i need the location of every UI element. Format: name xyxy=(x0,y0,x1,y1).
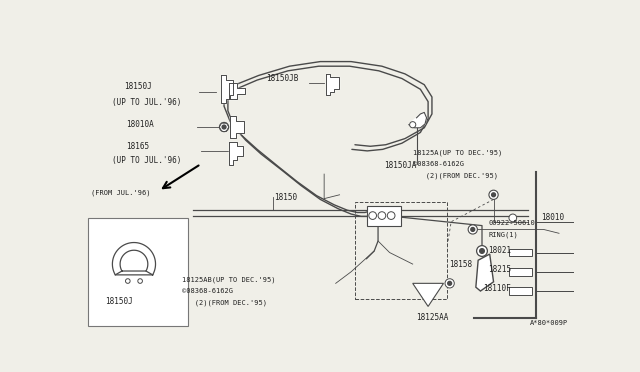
Polygon shape xyxy=(230,116,244,138)
Bar xyxy=(509,268,532,276)
Text: 18010A: 18010A xyxy=(126,120,154,129)
Circle shape xyxy=(477,246,488,256)
Text: 18150JA: 18150JA xyxy=(384,161,417,170)
Circle shape xyxy=(125,279,130,283)
Text: 18165: 18165 xyxy=(126,142,149,151)
Bar xyxy=(509,287,532,295)
Polygon shape xyxy=(230,142,243,165)
Text: 18158: 18158 xyxy=(449,260,472,269)
Text: 18021: 18021 xyxy=(488,246,511,255)
Text: 00922-50610: 00922-50610 xyxy=(488,220,535,226)
Circle shape xyxy=(138,279,143,283)
Bar xyxy=(509,249,532,256)
Text: (UP TO JUL.'96): (UP TO JUL.'96) xyxy=(113,98,182,107)
Circle shape xyxy=(448,281,452,285)
Circle shape xyxy=(220,122,228,132)
Circle shape xyxy=(480,249,484,253)
Text: (FROM JUL.'96): (FROM JUL.'96) xyxy=(91,189,150,196)
Circle shape xyxy=(468,225,477,234)
Circle shape xyxy=(378,212,386,219)
Text: 18150JB: 18150JB xyxy=(266,74,299,83)
Text: 18010: 18010 xyxy=(541,214,564,222)
Polygon shape xyxy=(113,243,156,275)
Text: (UP TO JUL.'96): (UP TO JUL.'96) xyxy=(113,155,182,165)
Text: (2)(FROM DEC.'95): (2)(FROM DEC.'95) xyxy=(182,299,267,306)
Text: RING(1): RING(1) xyxy=(488,232,518,238)
Text: 18215: 18215 xyxy=(488,265,511,274)
Text: 18125AB(UP TO DEC.'95): 18125AB(UP TO DEC.'95) xyxy=(182,276,275,283)
Circle shape xyxy=(471,228,475,231)
Text: 18110F: 18110F xyxy=(484,284,511,293)
Circle shape xyxy=(387,212,395,219)
Text: 18150J: 18150J xyxy=(105,296,132,305)
Text: (2)(FROM DEC.'95): (2)(FROM DEC.'95) xyxy=(413,172,498,179)
Circle shape xyxy=(445,279,454,288)
Text: 18125AA: 18125AA xyxy=(417,314,449,323)
Bar xyxy=(367,206,401,225)
Text: ©08368-6162G: ©08368-6162G xyxy=(413,161,464,167)
Circle shape xyxy=(509,214,516,222)
Circle shape xyxy=(369,212,376,219)
Polygon shape xyxy=(413,283,444,307)
Text: 18150J: 18150J xyxy=(124,83,152,92)
Polygon shape xyxy=(230,83,245,99)
Polygon shape xyxy=(476,254,493,291)
Circle shape xyxy=(489,190,498,199)
Bar xyxy=(88,218,188,326)
Bar xyxy=(355,202,447,299)
Circle shape xyxy=(222,125,226,129)
Polygon shape xyxy=(221,76,234,103)
Text: 18150: 18150 xyxy=(274,193,297,202)
Polygon shape xyxy=(409,112,427,128)
Text: ©08368-6162G: ©08368-6162G xyxy=(182,288,233,294)
Polygon shape xyxy=(326,74,339,96)
Text: 18125A(UP TO DEC.'95): 18125A(UP TO DEC.'95) xyxy=(413,149,502,156)
Text: A*80*009P: A*80*009P xyxy=(530,320,568,326)
Circle shape xyxy=(410,122,416,128)
Circle shape xyxy=(492,193,495,197)
